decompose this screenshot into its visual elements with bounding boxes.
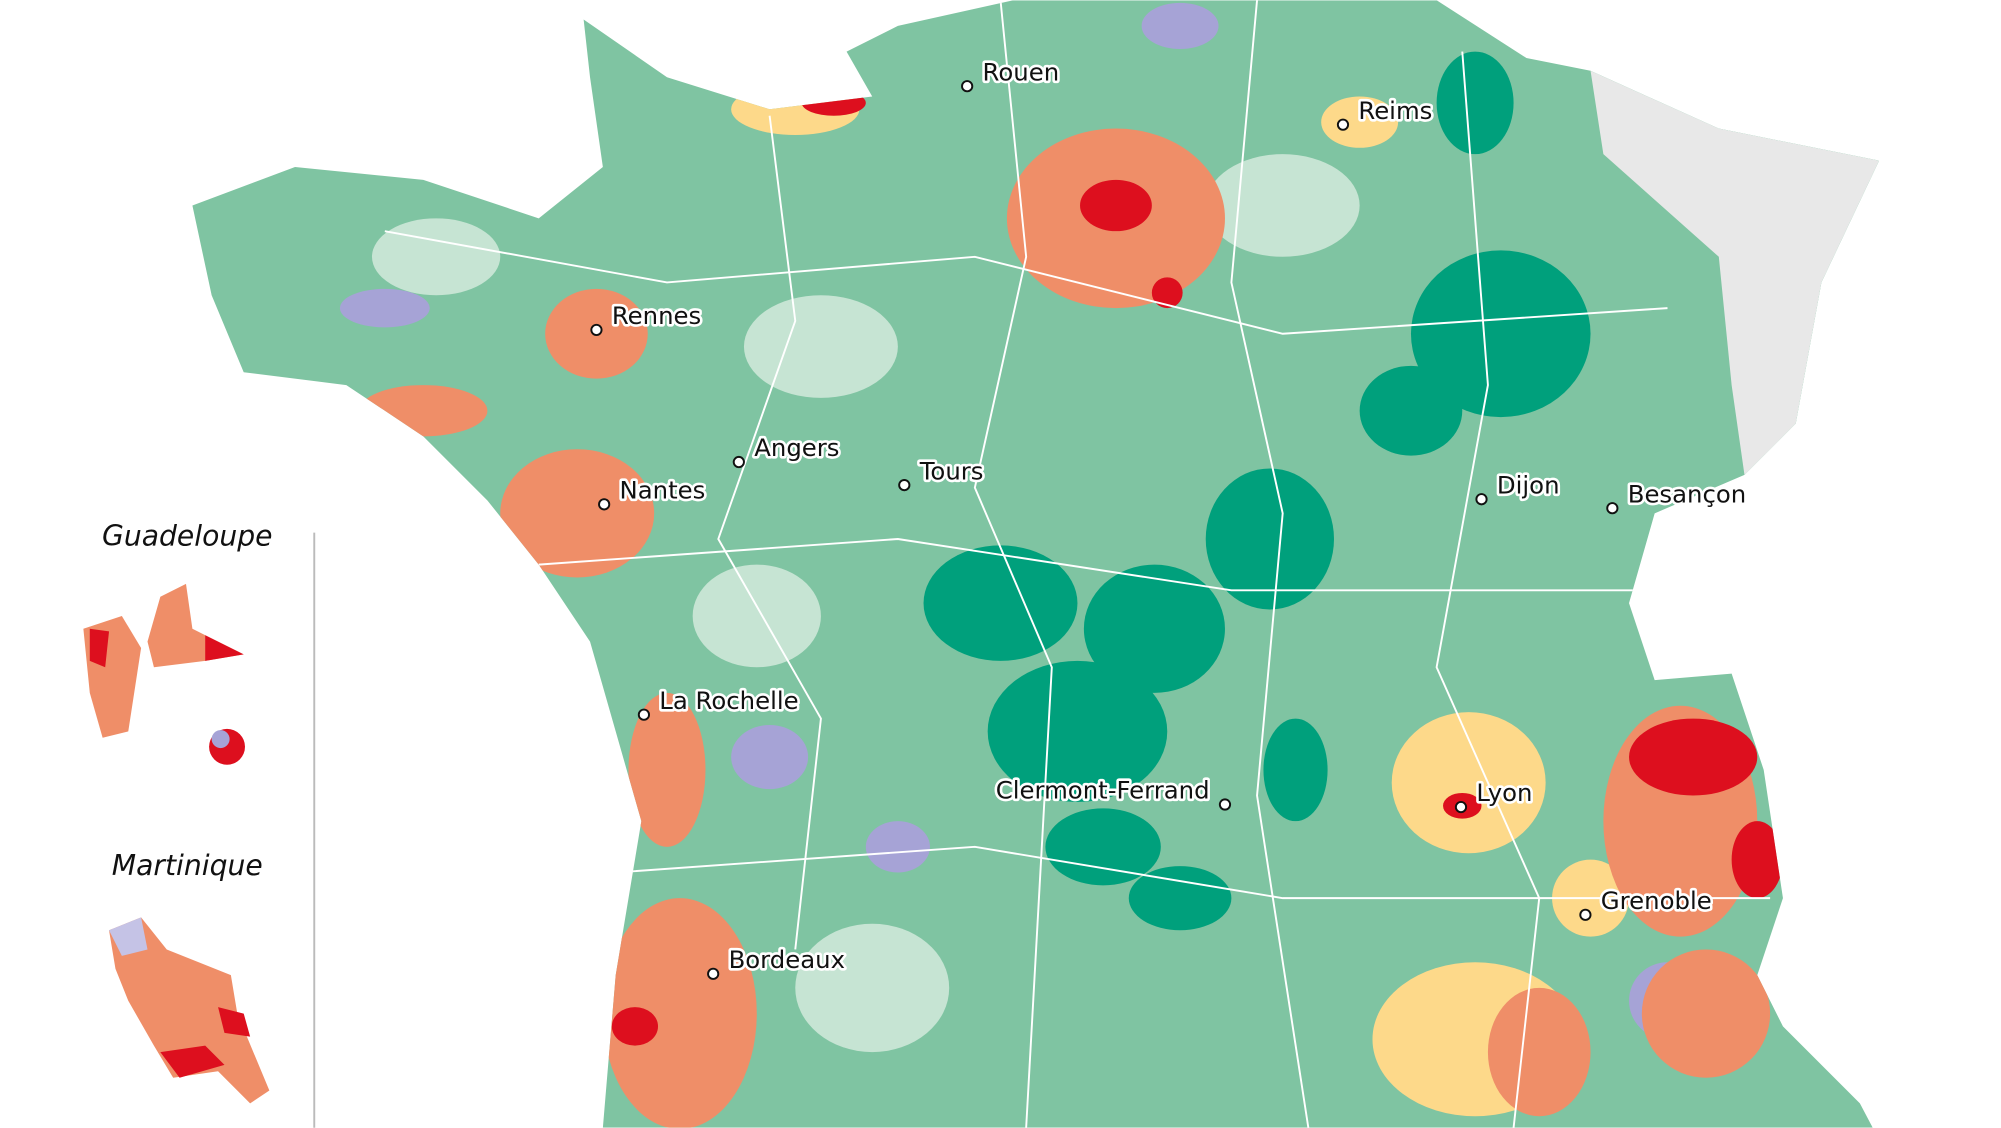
city-marker	[1579, 908, 1592, 921]
city-marker	[598, 498, 611, 511]
city-marker	[707, 967, 720, 980]
city-marker	[1454, 800, 1468, 814]
department-borders	[384, 0, 1771, 1128]
city-marker	[637, 708, 651, 721]
light-areas	[371, 154, 1360, 1053]
city-label: Bordeaux	[729, 945, 845, 974]
city-marker	[1218, 798, 1232, 811]
guadeloupe-shape	[83, 583, 245, 765]
city-marker	[1475, 493, 1488, 506]
inset-title: Martinique	[112, 849, 263, 882]
city-label: Reims	[1358, 96, 1432, 125]
city-label: Lyon	[1476, 778, 1532, 807]
city-marker	[961, 80, 974, 93]
city-marker	[590, 323, 603, 337]
city-label: Besançon	[1628, 479, 1747, 508]
city-label: Rennes	[612, 301, 701, 330]
no-data-region	[1590, 70, 1880, 475]
city-label: Clermont-Ferrand	[996, 776, 1210, 805]
city-label: Nantes	[620, 476, 706, 505]
city-marker	[898, 479, 911, 492]
dark-green-areas	[923, 51, 1591, 931]
city-label: La Rochelle	[659, 686, 798, 715]
city-marker	[1606, 502, 1619, 515]
labels: Rouen Reims Rennes Angers Tours Nantes Dijon Be…	[102, 55, 1749, 980]
city-label: Tours	[919, 456, 984, 485]
city-marker	[732, 455, 745, 469]
city-label: Angers	[754, 433, 839, 462]
city-label: Grenoble	[1601, 886, 1712, 915]
city-marker	[1336, 118, 1350, 131]
city-label: Dijon	[1497, 470, 1560, 499]
inset-title: Guadeloupe	[102, 519, 273, 552]
city-label: Rouen	[983, 57, 1060, 86]
martinique-shape	[109, 917, 270, 1104]
